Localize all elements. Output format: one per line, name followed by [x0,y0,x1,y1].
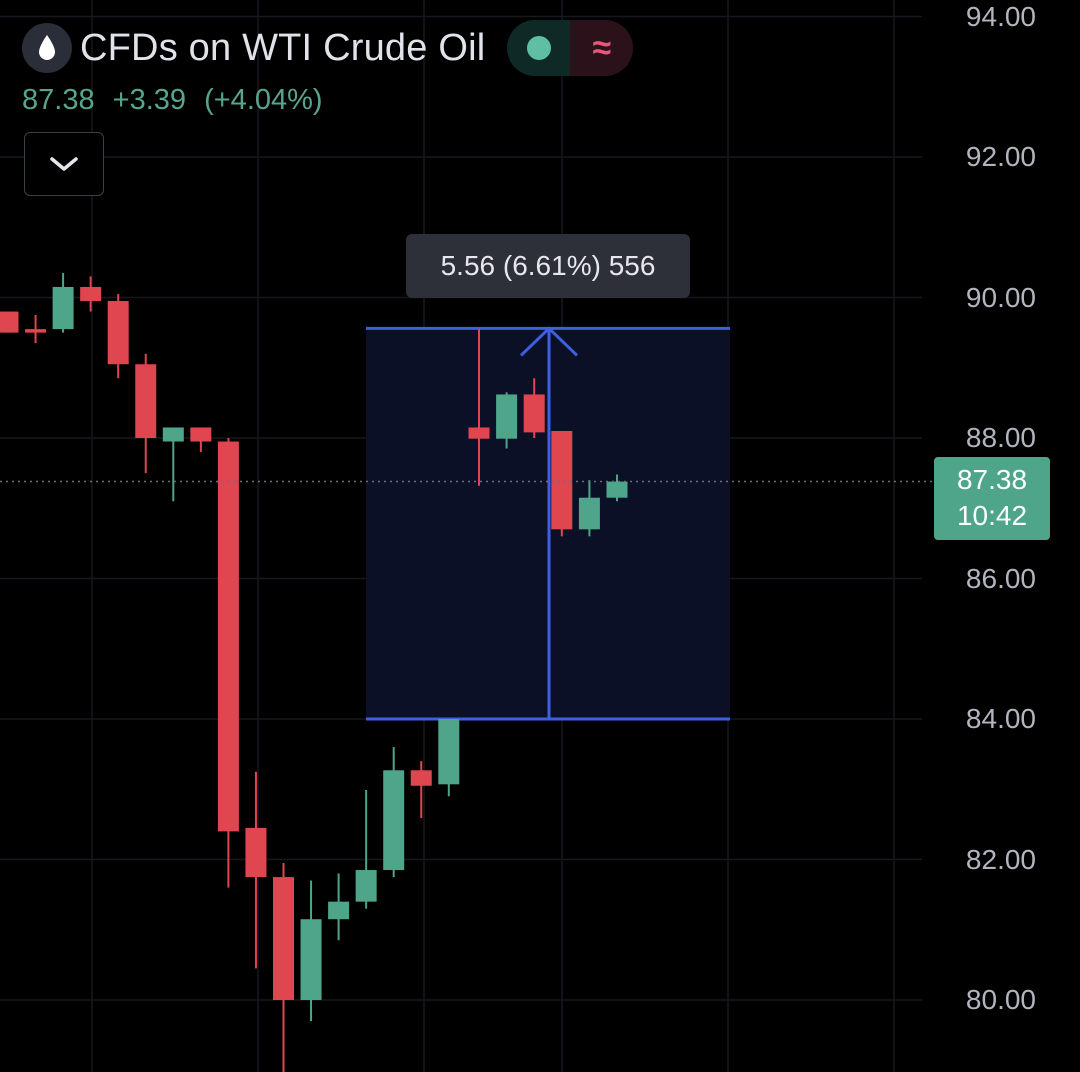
candle [410,761,432,819]
candle [300,880,322,1022]
symbol-header: CFDs on WTI Crude Oil ≈ [22,20,634,76]
candle [0,311,19,333]
candle-body [468,427,490,439]
last-price: 87.38 [22,84,95,116]
candle [245,771,267,969]
candle [162,427,184,502]
candle-body [300,919,322,1000]
candle [438,719,460,797]
candle-body [190,427,212,442]
candle-body [496,394,518,439]
candle [496,392,518,449]
price-axis-label: 82.00 [965,843,1036,875]
oil-drop-icon[interactable] [22,23,72,73]
candle-body [410,770,432,786]
candle-body [217,441,239,832]
data-delayed-indicator[interactable]: ≈ [570,20,634,76]
candle [355,789,377,909]
candle [190,427,212,453]
candle-body [551,430,573,530]
price-axis-label: 90.00 [965,281,1036,313]
candle [135,353,157,474]
candle-body [135,364,157,438]
market-open-indicator[interactable] [507,20,571,76]
candle-body [80,286,102,302]
measure-tool [366,326,730,721]
candle-body [578,497,600,530]
candle-body [107,301,129,365]
current-price-tag: 87.38 10:42 [934,457,1050,540]
chevron-down-icon [50,157,78,171]
candle-body [25,329,47,333]
price-change: +3.39 [112,84,187,116]
price-axis-label: 88.00 [965,422,1036,453]
candle-body [383,770,405,871]
candle [52,272,74,333]
market-open-dot-icon [526,36,551,60]
candle [80,276,102,312]
approx-wave-icon: ≈ [592,29,612,67]
quote-line: 87.38 +3.39 (+4.04%) [22,84,333,117]
candle [551,430,573,537]
candle [273,863,294,1072]
price-axis-label: 86.00 [965,562,1036,594]
price-axis-label: 94.00 [965,0,1036,32]
symbol-title[interactable]: CFDs on WTI Crude Oil [80,26,486,69]
price-change-percent: (+4.04%) [204,84,323,116]
candle-body [523,394,545,433]
candle-body [162,427,184,442]
candle-body [438,719,460,785]
candle [468,329,490,486]
price-axis-label: 80.00 [965,984,1036,1015]
candle-body [245,827,267,878]
measure-arrow-head [519,326,579,357]
candle-body [0,311,19,333]
candle-body [606,481,628,498]
candle [328,873,350,941]
candle [25,315,47,344]
candle [578,480,600,537]
candle [383,747,405,878]
candle [523,378,545,438]
measure-label: 5.56 (6.61%) 556 [406,234,690,298]
candle [217,438,239,888]
candles [0,272,628,1072]
price-axis-label: 84.00 [965,703,1036,734]
market-status-pill[interactable]: ≈ [507,20,634,76]
candle [606,474,628,502]
price-axis-label: 92.00 [965,141,1036,172]
current-price-value: 87.38 [956,464,1028,495]
candle-body [273,877,294,1000]
bar-countdown: 10:42 [956,500,1028,531]
candle-body [328,901,350,920]
candle [107,293,129,379]
candle-body [52,286,74,330]
candle-body [355,870,377,902]
collapse-button[interactable] [24,132,104,196]
